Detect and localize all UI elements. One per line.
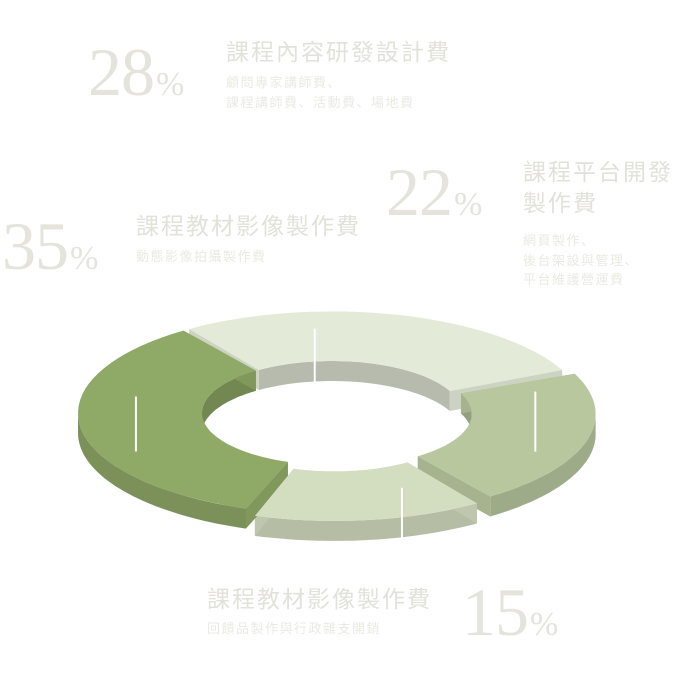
slice-28-desc-line: 課程講師費、活動費、場地費 <box>226 95 415 111</box>
slice-22-desc: 網頁製作、 後台架設與管理、 平台維護營運費 <box>523 232 639 291</box>
slice-22-percent-value: 22 <box>386 154 453 230</box>
slice-inner-wall <box>202 370 256 433</box>
slice-end-face <box>245 461 288 529</box>
slice-22-title-line: 課程平台開發 <box>523 160 673 186</box>
slice-28 <box>189 311 563 391</box>
slice-22-desc-line: 後台架設與管理、 <box>523 253 640 269</box>
slice-35-percent: 35% <box>2 212 98 280</box>
slice-35-desc: 動態影像拍攝製作費 <box>136 248 267 268</box>
slice-35 <box>78 330 288 509</box>
slice-35-percent-value: 35 <box>2 208 69 284</box>
slice-22-percent: 22% <box>386 158 482 226</box>
slice-15 <box>254 462 477 521</box>
percent-symbol: % <box>70 240 99 277</box>
slice-15-desc: 回饋品製作與行政雜支開銷 <box>207 620 381 640</box>
slice-outer-wall <box>78 413 246 529</box>
percent-symbol: % <box>454 186 483 223</box>
slice-22-title: 課程平台開發 製作費 <box>523 158 673 220</box>
slice-22-title-line: 製作費 <box>523 191 598 218</box>
slice-35-desc-line: 動態影像拍攝製作費 <box>136 250 267 265</box>
slice-outer-wall <box>254 503 477 541</box>
slice-15-percent: 15% <box>462 578 558 646</box>
slice-28-percent-value: 28 <box>88 34 155 110</box>
slice-15-desc-line: 回饋品製作與行政雜支開銷 <box>207 622 382 637</box>
slice-15-percent-value: 15 <box>462 574 529 650</box>
percent-symbol: % <box>530 606 559 643</box>
percent-symbol: % <box>156 66 185 103</box>
slice-inner-wall <box>258 361 450 411</box>
slice-35-title: 課程教材影像製作費 <box>136 214 361 240</box>
slice-outer-wall <box>490 414 596 517</box>
slice-22-desc-line: 平台維護營運費 <box>523 273 625 288</box>
slice-22-desc-line: 網頁製作、 <box>523 234 596 249</box>
slice-28-desc: 顧問專家講師費、 課程講師費、活動費、場地費 <box>226 74 415 113</box>
slice-28-title: 課程內容研發設計費 <box>226 40 451 66</box>
slice-28-desc-line: 顧問專家講師費、 <box>226 76 343 91</box>
slice-28-percent: 28% <box>88 38 184 106</box>
slice-15-title: 課程教材影像製作費 <box>207 587 432 613</box>
slice-22 <box>417 373 596 497</box>
